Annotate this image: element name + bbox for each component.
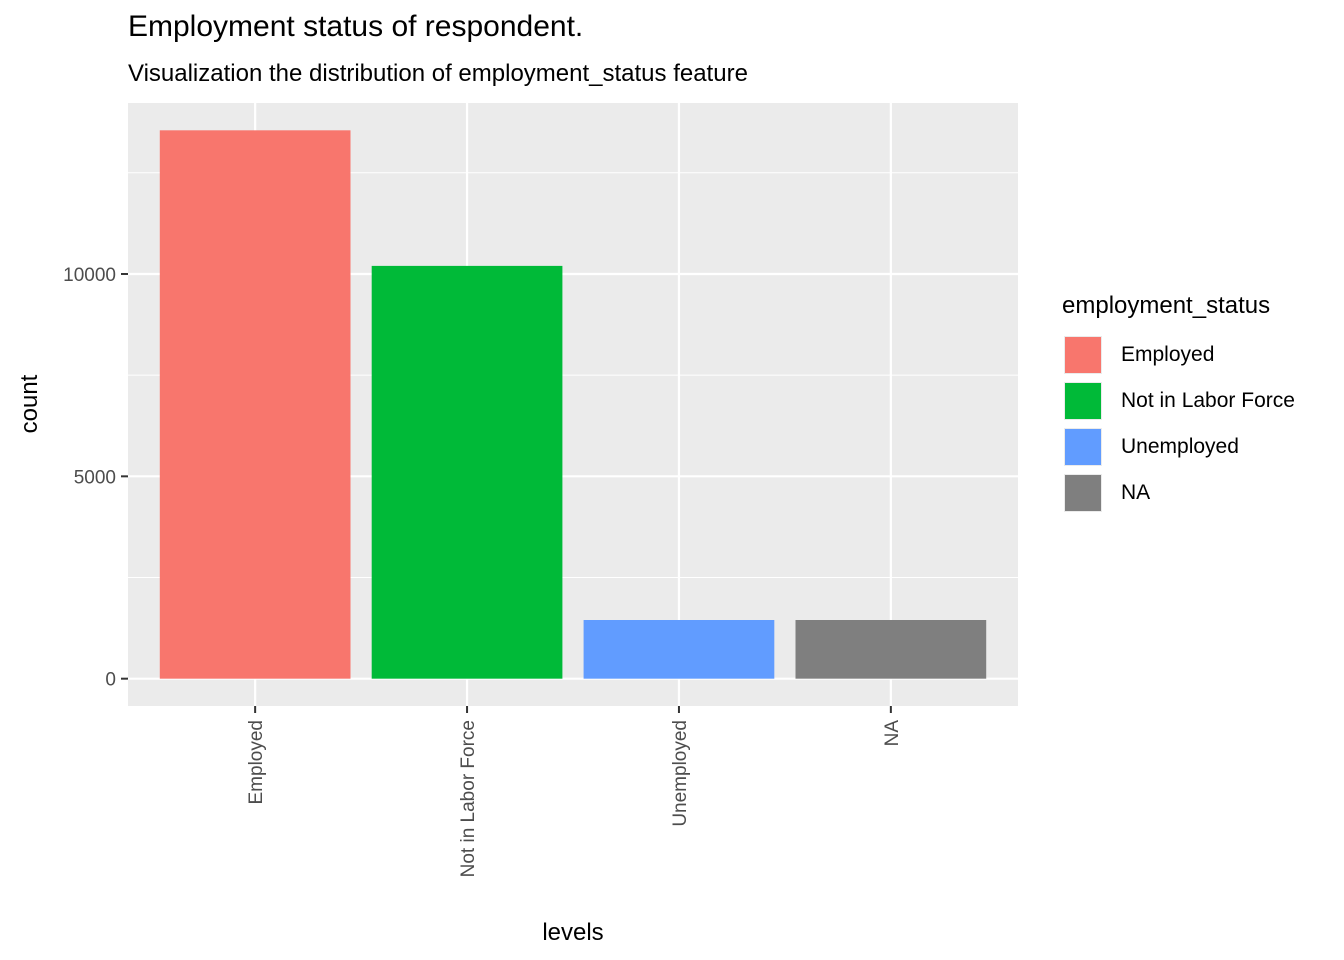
x-tick-label: NA bbox=[882, 720, 903, 747]
y-tick-label: 0 bbox=[105, 670, 116, 691]
legend-swatch bbox=[1065, 383, 1101, 419]
bar-na bbox=[795, 620, 987, 679]
legend-key bbox=[1062, 426, 1104, 468]
legend-key bbox=[1062, 380, 1104, 422]
bar-not-in-labor-force bbox=[371, 265, 563, 679]
legend-swatch bbox=[1065, 337, 1101, 373]
x-axis: Employed Not in Labor Force Unemployed NA bbox=[246, 706, 903, 877]
legend-item: Not in Labor Force bbox=[1062, 378, 1295, 424]
legend-label: NA bbox=[1121, 481, 1151, 504]
bar-employed bbox=[159, 130, 351, 679]
legend-title: employment_status bbox=[1062, 292, 1271, 319]
chart-title: Employment status of respondent. bbox=[128, 10, 584, 43]
bars bbox=[159, 130, 987, 679]
legend-item: Unemployed bbox=[1062, 424, 1295, 470]
legend-label: Employed bbox=[1121, 343, 1215, 366]
x-tick-label: Unemployed bbox=[670, 720, 691, 827]
y-tick-label: 10000 bbox=[63, 265, 116, 286]
legend-items: Employed Not in Labor Force Unemployed NA bbox=[1062, 332, 1295, 516]
bar-unemployed bbox=[583, 620, 775, 679]
legend-item: NA bbox=[1062, 470, 1295, 516]
chart-subtitle: Visualization the distribution of employ… bbox=[128, 60, 748, 87]
legend-swatch bbox=[1065, 429, 1101, 465]
x-tick-label: Employed bbox=[246, 720, 267, 805]
legend-item: Employed bbox=[1062, 332, 1295, 378]
y-tick-label: 5000 bbox=[74, 467, 116, 488]
x-axis-title: levels bbox=[542, 919, 603, 946]
legend-swatch bbox=[1065, 475, 1101, 511]
x-tick-label: Not in Labor Force bbox=[458, 720, 479, 877]
legend-label: Not in Labor Force bbox=[1121, 389, 1295, 412]
legend-key bbox=[1062, 334, 1104, 376]
legend: employment_status Employed Not in Labor F… bbox=[1062, 292, 1295, 516]
legend-label: Unemployed bbox=[1121, 435, 1239, 458]
legend-key bbox=[1062, 472, 1104, 514]
y-axis-title: count bbox=[16, 374, 43, 433]
y-axis: 0 5000 10000 bbox=[63, 265, 128, 691]
